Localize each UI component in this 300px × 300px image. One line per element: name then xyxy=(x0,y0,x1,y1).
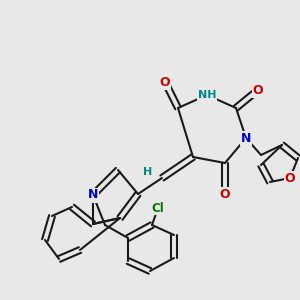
Text: N: N xyxy=(241,131,251,145)
Text: NH: NH xyxy=(198,90,216,100)
Text: Cl: Cl xyxy=(152,202,164,214)
Text: O: O xyxy=(253,83,263,97)
Text: O: O xyxy=(285,172,295,184)
Text: N: N xyxy=(88,188,98,202)
Text: O: O xyxy=(220,188,230,200)
Text: H: H xyxy=(143,167,153,177)
Text: O: O xyxy=(160,76,170,88)
